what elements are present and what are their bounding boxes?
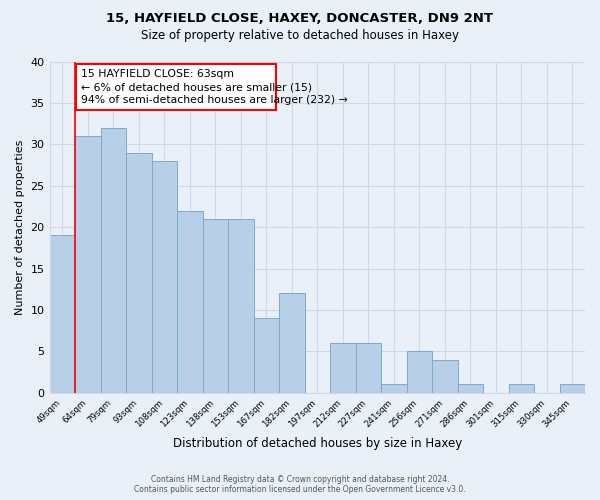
Y-axis label: Number of detached properties: Number of detached properties <box>15 140 25 315</box>
Bar <box>177 210 203 393</box>
Text: Contains HM Land Registry data © Crown copyright and database right 2024.
Contai: Contains HM Land Registry data © Crown c… <box>134 474 466 494</box>
Bar <box>509 384 534 393</box>
Bar <box>75 136 101 393</box>
Bar <box>152 161 177 393</box>
Bar <box>381 384 407 393</box>
Text: 15, HAYFIELD CLOSE, HAXEY, DONCASTER, DN9 2NT: 15, HAYFIELD CLOSE, HAXEY, DONCASTER, DN… <box>107 12 493 26</box>
Bar <box>126 152 152 393</box>
Bar <box>356 343 381 393</box>
Bar <box>407 352 432 393</box>
Bar <box>254 318 279 393</box>
Text: 15 HAYFIELD CLOSE: 63sqm: 15 HAYFIELD CLOSE: 63sqm <box>82 69 235 79</box>
Text: 94% of semi-detached houses are larger (232) →: 94% of semi-detached houses are larger (… <box>82 96 348 106</box>
Bar <box>101 128 126 393</box>
Text: Size of property relative to detached houses in Haxey: Size of property relative to detached ho… <box>141 29 459 42</box>
Bar <box>279 294 305 393</box>
Bar <box>458 384 483 393</box>
FancyBboxPatch shape <box>76 64 277 110</box>
Bar <box>228 219 254 393</box>
Bar <box>560 384 585 393</box>
X-axis label: Distribution of detached houses by size in Haxey: Distribution of detached houses by size … <box>173 437 462 450</box>
Text: ← 6% of detached houses are smaller (15): ← 6% of detached houses are smaller (15) <box>82 82 313 92</box>
Bar <box>203 219 228 393</box>
Bar <box>50 236 75 393</box>
Bar <box>432 360 458 393</box>
Bar <box>330 343 356 393</box>
